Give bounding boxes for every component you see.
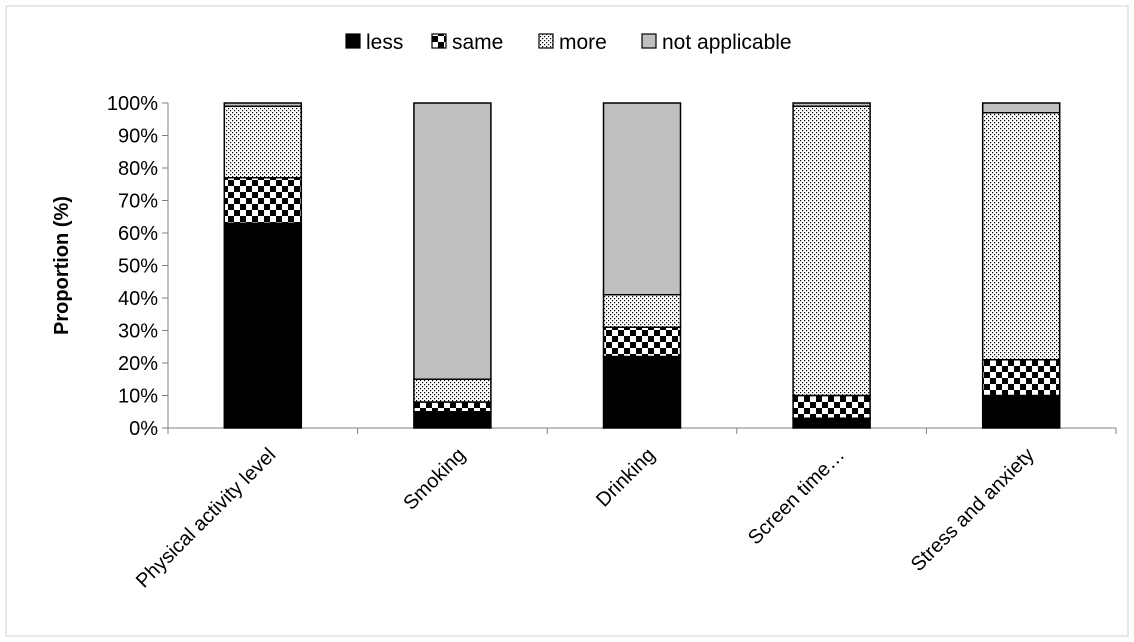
bar-segment-same [981, 359, 1061, 397]
bar-segment-same [223, 177, 303, 224]
bar-segment-more [413, 378, 492, 403]
legend-label: less [366, 31, 403, 54]
bar-segment-more [602, 294, 682, 328]
y-axis-title: Proportion (%) [51, 196, 73, 335]
y-tick-label: 60% [118, 223, 158, 245]
y-tick-label: 20% [118, 353, 158, 375]
y-tick-label: 50% [118, 256, 158, 278]
legend-swatch-less [345, 33, 361, 49]
legend-swatch-more [538, 33, 554, 49]
bar-segment-not-applicable [981, 102, 1061, 114]
bar-segment-more [981, 112, 1061, 361]
bar-segment-more [223, 105, 303, 179]
bar-segment-more [792, 105, 871, 397]
y-tick-label: 80% [118, 158, 158, 180]
y-tick-label: 70% [118, 191, 158, 213]
y-tick-label: 40% [118, 288, 158, 310]
bar-segment-less [223, 222, 303, 429]
legend-swatch-same [431, 33, 447, 49]
y-tick-label: 10% [118, 386, 158, 408]
legend: less same more not applicable [345, 31, 792, 54]
bars [223, 102, 1061, 429]
legend-swatch-not-applicable [641, 33, 657, 49]
bar-segment-not-applicable [223, 102, 303, 107]
legend-label: more [559, 31, 607, 54]
bar-segment-less [981, 394, 1061, 429]
bar-segment-less [413, 411, 492, 429]
y-tick-label: 100% [107, 93, 158, 115]
chart-frame [5, 5, 1129, 637]
y-tick-label: 30% [118, 321, 158, 343]
bar-segment-same [792, 394, 871, 419]
bar-segment-not-applicable [792, 102, 871, 107]
bar-segment-same [413, 401, 492, 413]
bar-segment-same [602, 326, 682, 358]
y-tick-label: 90% [118, 126, 158, 148]
y-tick-label: 0% [129, 418, 158, 440]
legend-label: same [452, 31, 503, 54]
bar-segment-less [792, 417, 871, 429]
bar-segment-less [602, 355, 682, 429]
bar-segment-not-applicable [602, 102, 682, 296]
bar-segment-not-applicable [413, 102, 492, 380]
legend-label: not applicable [662, 31, 792, 54]
